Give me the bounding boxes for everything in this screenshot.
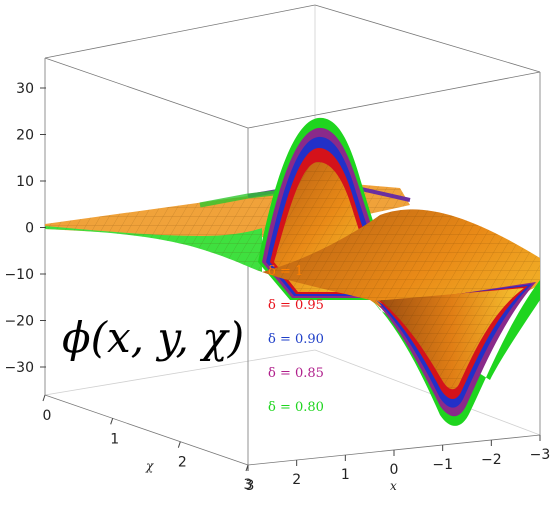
z-tick-label: 10 (16, 174, 34, 190)
legend-entry: δ = 0.80 (268, 400, 324, 415)
x-tick-label: 2 (292, 472, 301, 488)
x-tick-label: 1 (341, 467, 350, 483)
x-tick-label: −1 (432, 457, 453, 473)
chi-axis-label: χ (145, 459, 154, 473)
surface-layers (45, 117, 540, 426)
x-tick-label: 0 (390, 462, 399, 478)
chi-tick-mark (177, 441, 181, 448)
z-tick-label: −20 (4, 314, 34, 330)
chi-tick-label: 1 (110, 431, 119, 447)
chi-tick-mark (110, 418, 114, 425)
z-tick-label: −10 (4, 267, 34, 283)
x-axis: 3 2 1 0 −1 −2 −3 (244, 435, 550, 493)
legend-entry: δ = 0.95 (268, 298, 324, 313)
function-label: ϕ(x, y, χ) (62, 313, 244, 362)
z-tick-label: 0 (25, 221, 34, 237)
x-tick-label: 3 (244, 477, 253, 493)
z-tick-label: −30 (4, 360, 34, 376)
z-axis: 30 20 10 0 −10 −20 −30 (4, 81, 46, 376)
legend: δ = 1 δ = 0.95 δ = 0.90 δ = 0.85 δ = 0.80 (268, 264, 324, 415)
legend-entry: δ = 1 (268, 264, 303, 279)
x-tick-label: −3 (530, 447, 550, 463)
chi-tick-label: 2 (178, 455, 187, 471)
legend-entry: δ = 0.90 (268, 332, 324, 347)
legend-entry: δ = 0.85 (268, 366, 324, 381)
z-tick-label: 20 (16, 128, 34, 144)
x-axis-label: x (390, 479, 397, 493)
chi-tick-label: 0 (43, 408, 52, 424)
z-tick-label: 30 (16, 81, 34, 97)
x-tick-label: −2 (481, 452, 502, 468)
chi-tick-label: 3 (246, 478, 255, 494)
chi-axis: 0 1 2 3 (42, 394, 255, 494)
chi-tick-mark (42, 394, 46, 402)
